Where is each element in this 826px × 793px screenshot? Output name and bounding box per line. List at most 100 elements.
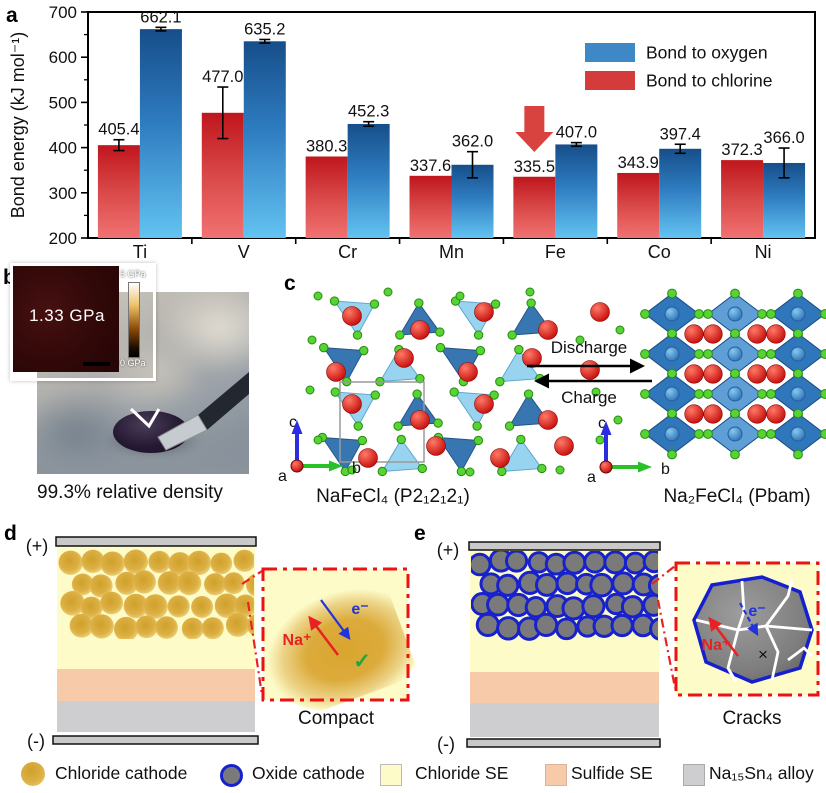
chlorine-dot	[820, 429, 826, 439]
chlorine-dot	[667, 408, 677, 419]
bottom-electrode	[52, 735, 259, 745]
chlorine-dot	[497, 466, 507, 477]
tweezers-handle	[198, 372, 249, 430]
iron-sphere	[664, 306, 680, 322]
c-axis-arrowhead	[600, 421, 612, 435]
chloride-particle	[143, 594, 168, 619]
chlorine-dot	[820, 349, 826, 359]
a-axis-dot	[599, 460, 613, 474]
sodium-sphere	[538, 320, 558, 340]
y-tick-label: 700	[49, 3, 77, 22]
axis-b-label: b	[661, 461, 670, 478]
chloride-particle	[115, 571, 139, 595]
axis-b-label: b	[352, 460, 361, 477]
chlorine-dot	[475, 345, 486, 356]
oxide-particle	[555, 617, 578, 641]
x-category-label: Co	[648, 242, 671, 260]
na-ion-label: Na⁺	[702, 637, 731, 654]
y-tick-label: 300	[49, 184, 77, 203]
oxide-particle	[486, 592, 510, 617]
axis-c-label: c	[598, 415, 606, 432]
bar-chlorine	[97, 145, 140, 238]
chlorine-dot	[640, 429, 650, 439]
legend-label-chlorine: Bond to chlorine	[646, 71, 772, 91]
chlorine-dot	[329, 296, 340, 306]
electron-label: e⁻	[351, 601, 368, 618]
x-category-label: Mn	[439, 242, 464, 260]
panel-e-caption: Cracks	[722, 708, 781, 729]
chlorine-dot	[465, 467, 475, 477]
chlorine-dot	[359, 345, 369, 356]
chlorine-dot	[383, 287, 393, 297]
hardness-value: 1.33 GPa	[29, 306, 105, 325]
chlorine-dot	[347, 465, 357, 475]
value-label-oxygen: 452.3	[348, 103, 389, 121]
legend-label: Na₁₅Sn₄ alloy	[709, 763, 814, 783]
inset-border	[261, 567, 410, 702]
sodium-sphere	[590, 302, 610, 322]
c-axis-arrowhead	[291, 420, 303, 434]
chlorine-dot	[307, 335, 317, 345]
oxide-particle	[642, 593, 658, 617]
value-label-oxygen: 366.0	[763, 129, 804, 147]
chlorine-dot	[793, 328, 803, 339]
legend-label-oxygen: Bond to oxygen	[646, 43, 768, 63]
bottom-electrode	[466, 738, 661, 748]
chlorine-dot	[730, 368, 740, 379]
oxide-particle	[475, 612, 501, 638]
chlorine-dot	[694, 309, 704, 319]
axis-a-label: a	[278, 468, 287, 485]
bar-oxygen	[555, 144, 598, 238]
chlorine-dot	[472, 421, 482, 431]
sodium-sphere	[426, 436, 446, 456]
figure-legend: Chloride cathode Oxide cathode Chloride …	[0, 755, 826, 793]
oxide-particle	[649, 617, 658, 641]
bar-chlorine	[409, 175, 452, 238]
value-label-chlorine: 405.4	[98, 121, 139, 139]
iron-sphere	[727, 386, 743, 402]
colorbar	[128, 282, 140, 358]
value-label-oxygen: 407.0	[556, 124, 597, 142]
negative-terminal-label: (-)	[27, 731, 45, 751]
iron-sphere	[790, 346, 806, 362]
chlorine-dot	[640, 349, 650, 359]
chlorine-dot	[667, 328, 677, 339]
right-structure-label: Na₂FeCl₄ (Pbam)	[663, 486, 810, 507]
scale-bar	[83, 362, 110, 366]
pointer-lines	[129, 407, 161, 429]
sulfide-se-swatch	[545, 764, 567, 786]
sulfide-se-layer	[57, 669, 255, 701]
chlorine-dot	[377, 466, 387, 477]
cracks-inset: Na⁺ e⁻ ×	[674, 561, 820, 697]
panel-e-letter: e	[414, 522, 426, 545]
panel-b-caption: 99.3% relative density	[37, 482, 223, 503]
oxide-particle	[610, 613, 634, 638]
na-ion-arrow	[308, 615, 339, 656]
chlorine-dot	[514, 344, 524, 355]
sodium-sphere	[490, 448, 510, 468]
tweezers-tip	[157, 414, 208, 451]
charge-label: Charge	[561, 388, 617, 407]
iron-sphere	[727, 306, 743, 322]
chloride-particle	[89, 574, 113, 598]
chlorine-dot	[516, 434, 526, 445]
oxide-particle	[496, 616, 521, 641]
chlorine-dot	[319, 342, 329, 353]
sodium-sphere	[538, 410, 558, 430]
chlorine-dot	[575, 335, 585, 345]
oxide-particle	[623, 551, 647, 575]
sodium-sphere	[410, 320, 430, 340]
chlorine-dot	[640, 309, 650, 319]
sulfide-se-layer	[470, 672, 659, 703]
chlorine-dot	[757, 429, 767, 439]
hardness-map: 1.33 GPa	[13, 266, 119, 372]
y-tick-label: 400	[49, 139, 77, 158]
iron-sphere	[727, 346, 743, 362]
chlorine-dot	[456, 466, 467, 477]
oxide-particle	[620, 595, 645, 619]
iron-sphere	[790, 386, 806, 402]
chlorine-dot	[703, 349, 713, 359]
chlorine-dot	[455, 291, 465, 301]
oxide-particle	[534, 572, 559, 597]
